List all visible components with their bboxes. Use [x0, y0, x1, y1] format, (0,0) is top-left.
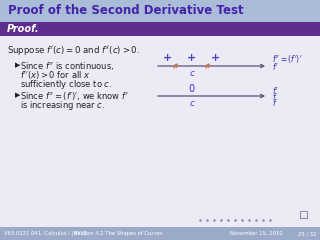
- Text: $f$: $f$: [272, 90, 278, 102]
- Text: $\blacktriangleright$: $\blacktriangleright$: [13, 60, 22, 70]
- Text: +: +: [212, 53, 220, 63]
- Text: Since $f''$ is continuous,: Since $f''$ is continuous,: [20, 60, 114, 72]
- Text: $\blacktriangleright$: $\blacktriangleright$: [13, 90, 22, 100]
- Text: $f$: $f$: [272, 96, 278, 108]
- Text: $c$: $c$: [188, 68, 196, 78]
- Text: $0$: $0$: [188, 82, 196, 94]
- Text: Proof.: Proof.: [7, 24, 40, 34]
- Text: Proof of the Second Derivative Test: Proof of the Second Derivative Test: [8, 5, 244, 18]
- Text: November 15, 2010: November 15, 2010: [230, 231, 283, 236]
- Text: +: +: [188, 53, 196, 63]
- Text: $f'' = (f')'$: $f'' = (f')'$: [272, 53, 302, 65]
- Bar: [0, 22, 320, 36]
- Text: sufficiently close to $c$.: sufficiently close to $c$.: [20, 78, 112, 91]
- Text: Since $f'' = (f')'$, we know $f'$: Since $f'' = (f')'$, we know $f'$: [20, 90, 129, 102]
- Text: +: +: [164, 53, 172, 63]
- Bar: [0, 0, 320, 22]
- Text: Section 4.2 The Shapes of Curves: Section 4.2 The Shapes of Curves: [74, 231, 162, 236]
- Text: $c$: $c$: [188, 98, 196, 108]
- Text: $f'$: $f'$: [272, 84, 279, 96]
- Text: $f''(x) > 0$ for all $x$: $f''(x) > 0$ for all $x$: [20, 69, 91, 81]
- Text: V63.0121.041, Calculus I (NYU): V63.0121.041, Calculus I (NYU): [4, 231, 87, 236]
- Text: 25 / 32: 25 / 32: [298, 231, 316, 236]
- Text: $f'$: $f'$: [272, 60, 279, 72]
- Text: is increasing near $c$.: is increasing near $c$.: [20, 99, 105, 112]
- Text: Suppose $f'(c) = 0$ and $f''(c) > 0$.: Suppose $f'(c) = 0$ and $f''(c) > 0$.: [7, 44, 140, 57]
- Bar: [0, 227, 320, 240]
- Bar: [300, 211, 307, 218]
